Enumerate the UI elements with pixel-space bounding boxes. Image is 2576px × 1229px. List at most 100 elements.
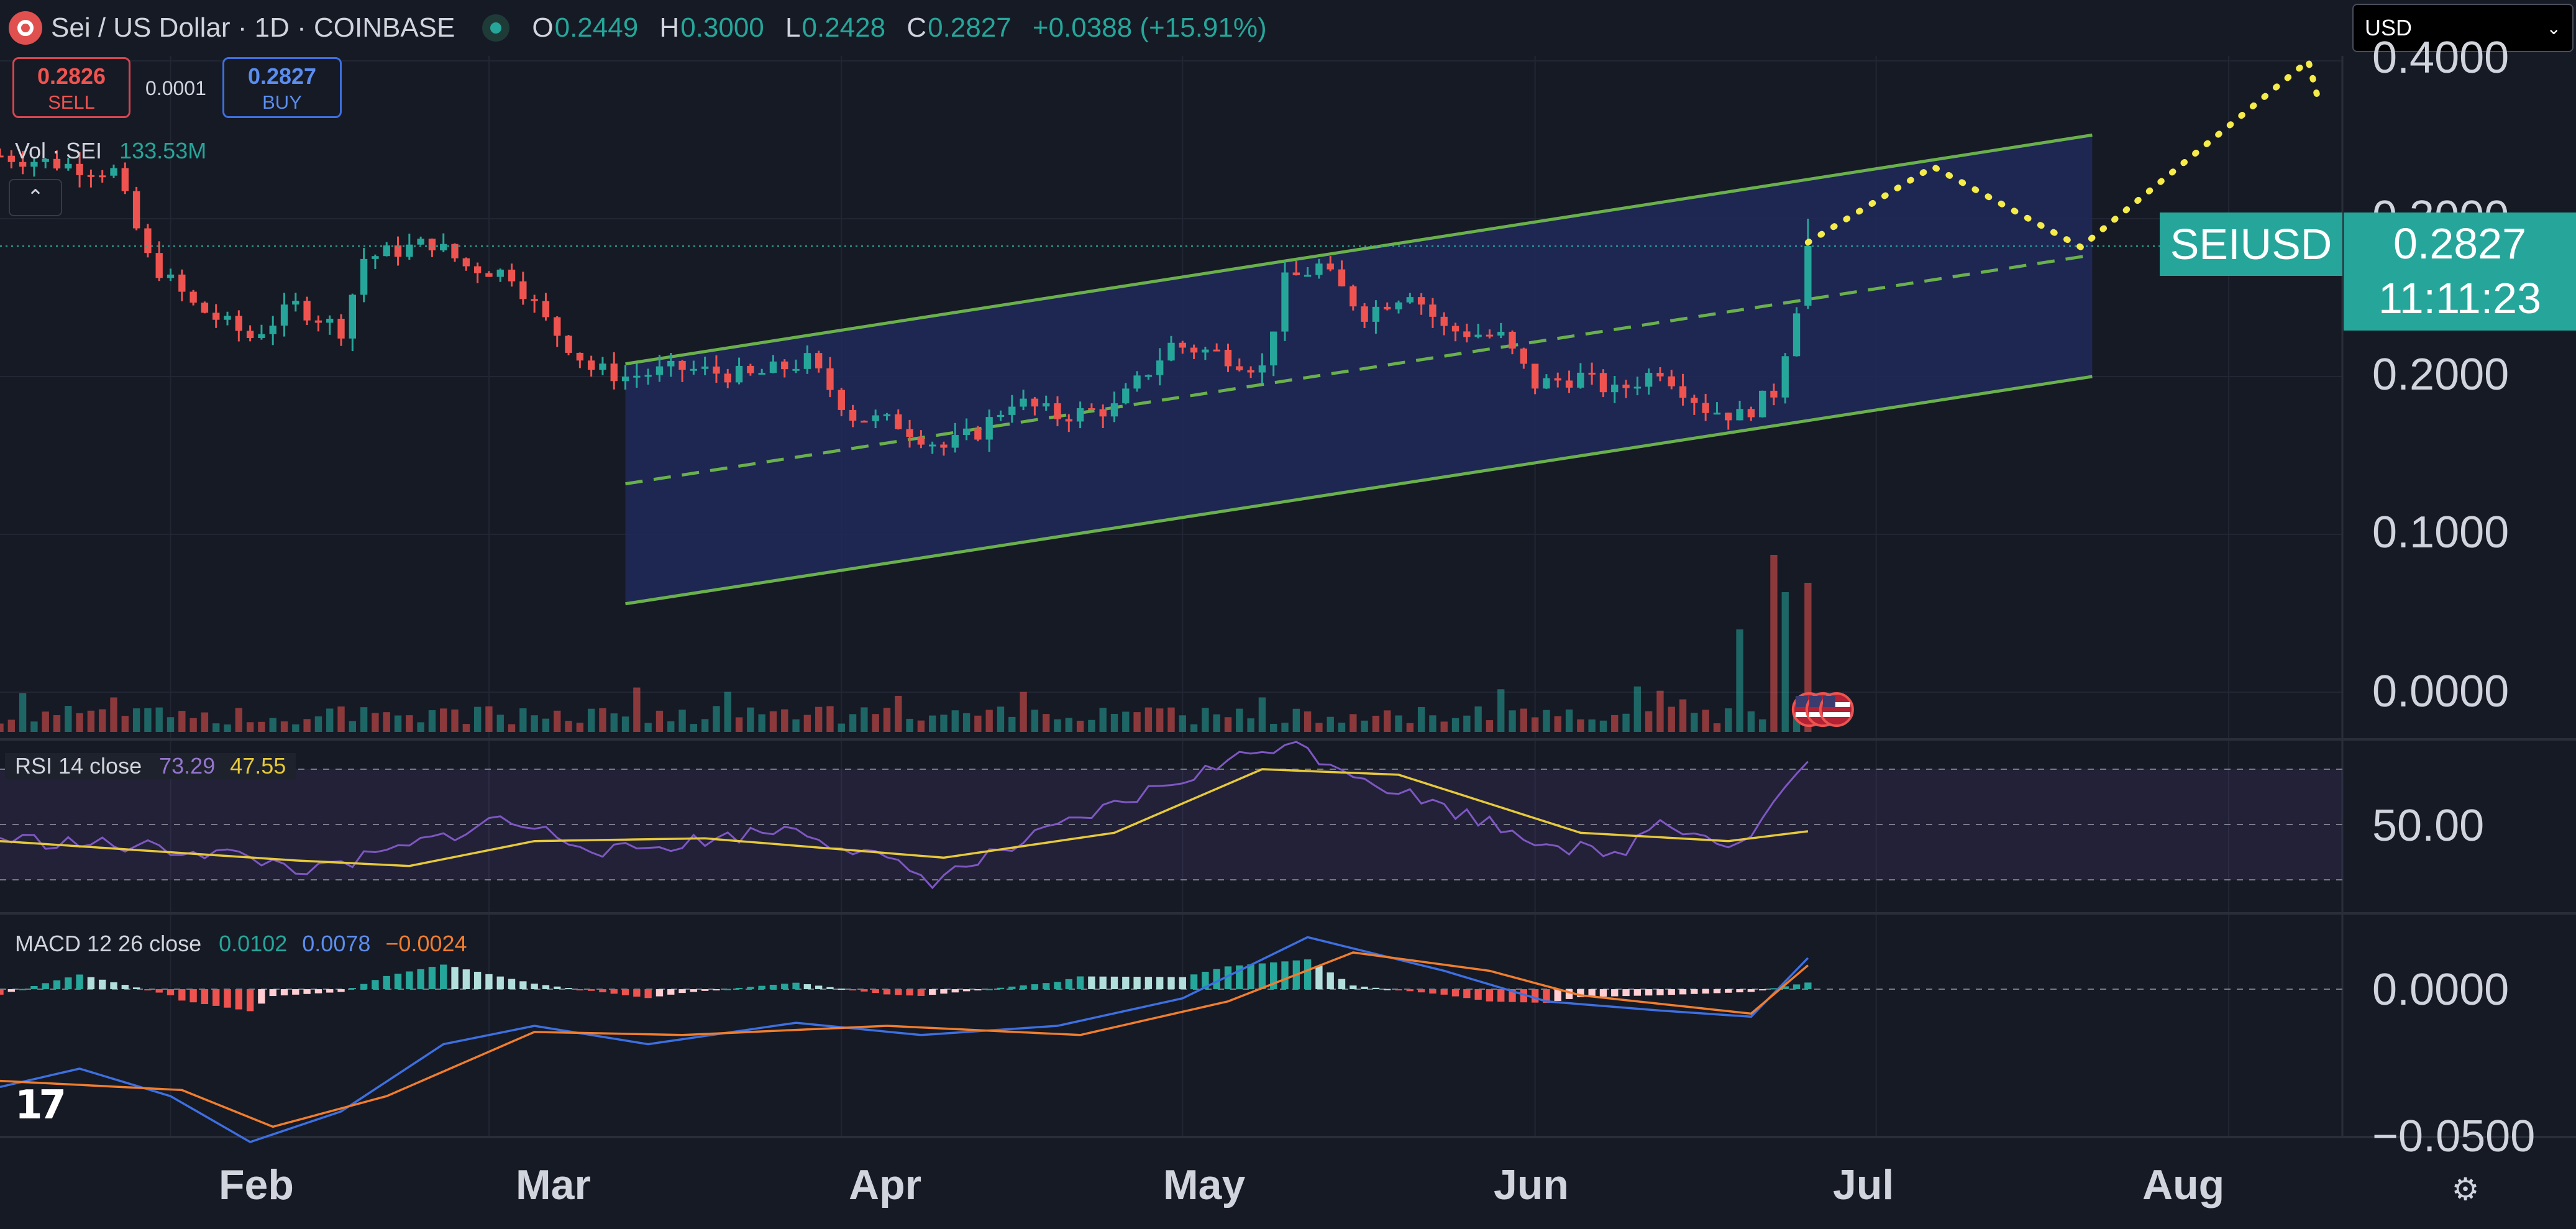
candle-body <box>201 303 209 313</box>
close-value: 0.2827 <box>928 12 1012 43</box>
candle-body <box>167 274 175 278</box>
time-axis-label: Apr <box>849 1161 922 1208</box>
signal-line <box>0 951 1809 1128</box>
candle-body <box>1554 378 1561 381</box>
price-candles <box>0 148 2342 456</box>
volume-bar <box>838 723 845 732</box>
volume-bar <box>906 718 913 732</box>
volume-bar <box>1258 697 1266 732</box>
candle-body <box>417 239 424 245</box>
macd-histogram-bar <box>406 971 413 989</box>
open-key: O <box>532 12 554 43</box>
candle-body <box>383 245 390 257</box>
symbol-title[interactable]: Sei / US Dollar · 1D · COINBASE <box>51 12 455 43</box>
volume-bar <box>212 723 220 732</box>
macd-histogram-bar <box>462 969 470 989</box>
macd-histogram-bar <box>1622 989 1630 997</box>
buy-button[interactable]: 0.2827 BUY <box>222 57 342 118</box>
candle-body <box>1486 334 1494 337</box>
volume-bar <box>1520 708 1528 732</box>
volume-bar <box>190 718 197 732</box>
volume-bar <box>508 724 516 732</box>
candle-body <box>1599 373 1607 393</box>
macd-histogram-bar <box>53 980 61 989</box>
macd-histogram-bar <box>962 989 971 992</box>
candle-body <box>1031 398 1039 407</box>
macd-histogram-bar <box>496 976 504 989</box>
volume-bar <box>1781 592 1789 732</box>
candle-body <box>826 368 834 390</box>
volume-bar <box>1770 555 1778 732</box>
macd-histogram-bar <box>1202 971 1209 989</box>
candle-body <box>1702 403 1709 413</box>
candle-body <box>76 163 83 175</box>
volume-bar <box>1406 723 1414 732</box>
macd-histogram-bar <box>1315 966 1323 989</box>
candle-body <box>1258 365 1266 373</box>
volume-bar <box>519 708 527 732</box>
candle-body <box>667 360 675 367</box>
signal-legend-value: −0.0024 <box>385 931 467 956</box>
macd-histogram-bar <box>565 988 572 990</box>
rsi-pane <box>0 741 2342 890</box>
macd-histogram-bar <box>7 989 15 992</box>
candle-body <box>621 377 629 381</box>
macd-axis-label: −0.0500 <box>2372 1112 2536 1161</box>
macd-histogram-bar <box>883 989 891 995</box>
collapse-legend-button[interactable]: ⌃ <box>9 179 62 216</box>
volume-legend-value: 133.53M <box>119 138 207 163</box>
volume-bar <box>962 713 971 732</box>
volume-bar <box>1156 708 1164 732</box>
macd-histogram-bar <box>212 989 220 1006</box>
candle-body <box>1622 385 1630 388</box>
volume-bar <box>428 710 436 732</box>
candle-body <box>1315 263 1323 275</box>
sell-button[interactable]: 0.2826 SELL <box>12 57 130 118</box>
volume-bar <box>678 710 686 732</box>
rsi-legend[interactable]: RSI 14 close 73.29 47.55 <box>5 753 296 779</box>
candle-body <box>269 326 276 334</box>
candle-body <box>1270 331 1277 366</box>
settings-icon[interactable]: ⚙ <box>2451 1172 2480 1207</box>
currency-select[interactable]: USD ⌄ <box>2352 4 2574 52</box>
candle-body <box>838 390 845 410</box>
volume-bar <box>747 707 754 732</box>
volume-bar <box>406 715 413 732</box>
macd-histogram-bar <box>1440 989 1448 995</box>
candle-body <box>587 360 595 370</box>
macd-histogram-bar <box>655 989 664 997</box>
volume-bar <box>735 717 743 732</box>
volume-legend[interactable]: Vol · SEI 133.53M <box>15 138 206 164</box>
volume-bar <box>917 720 925 732</box>
macd-histogram-bar <box>144 989 152 990</box>
tradingview-logo-icon[interactable]: 17 <box>15 1082 66 1128</box>
candle-body <box>1804 245 1812 306</box>
macd-histogram-bar <box>815 985 823 989</box>
time-axis-label: Jun <box>1494 1161 1569 1208</box>
market-status-icon[interactable] <box>482 14 510 42</box>
macd-histogram-bar <box>1531 989 1539 1003</box>
macd-histogram-bar <box>1099 976 1107 989</box>
macd-histogram-bar <box>758 985 765 989</box>
macd-histogram-bar <box>849 989 857 990</box>
macd-histogram-bar <box>929 989 936 995</box>
macd-legend[interactable]: MACD 12 26 close 0.0102 0.0078 −0.0024 <box>15 931 467 957</box>
macd-histogram-bar <box>974 989 982 990</box>
volume-bar <box>383 712 390 732</box>
macd-histogram-bar <box>1144 977 1153 989</box>
volume-bar <box>1338 723 1346 732</box>
currency-select-value: USD <box>2365 15 2413 40</box>
candle-body <box>1110 403 1118 417</box>
volume-bar <box>1110 713 1118 732</box>
volume-bar <box>1497 689 1505 732</box>
candle-body <box>87 175 95 177</box>
macd-histogram-bar <box>1281 961 1289 989</box>
macd-histogram-bar <box>314 989 322 994</box>
candle-body <box>1281 272 1289 332</box>
macd-histogram-bar <box>394 974 402 989</box>
volume-bar <box>883 708 891 732</box>
change-value: +0.0388 (+15.91%) <box>1032 12 1267 43</box>
candle-body <box>1645 373 1653 387</box>
channel-middle-line <box>625 253 2093 486</box>
